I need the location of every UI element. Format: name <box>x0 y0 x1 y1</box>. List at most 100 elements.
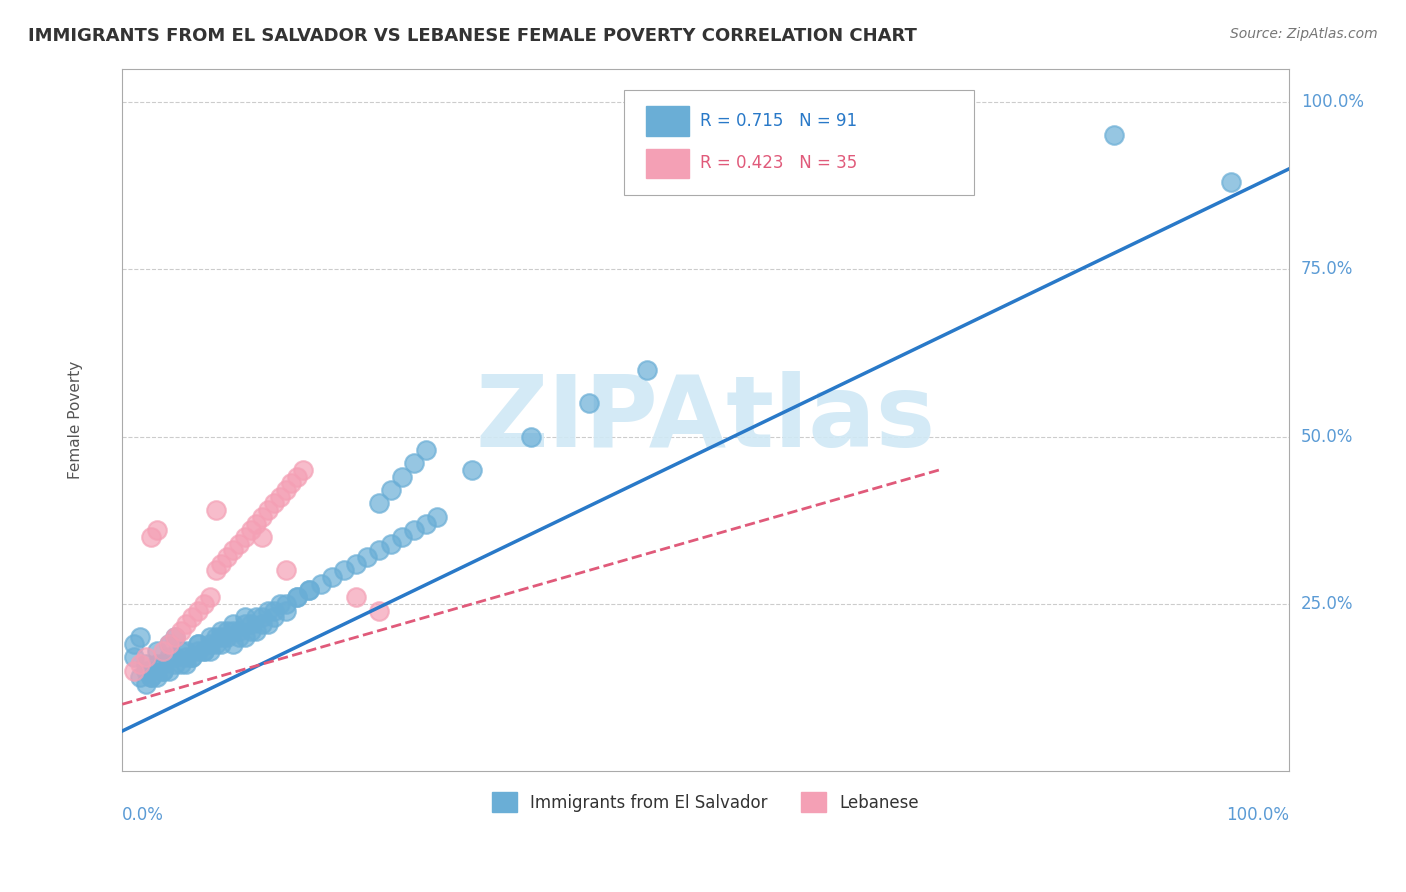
Point <box>141 670 163 684</box>
Point <box>181 650 204 665</box>
Point <box>228 630 250 644</box>
Point <box>198 643 221 657</box>
Point <box>239 624 262 638</box>
Point <box>141 530 163 544</box>
Point <box>245 624 267 638</box>
Point <box>368 543 391 558</box>
Point <box>217 624 239 638</box>
Point <box>274 563 297 577</box>
Point <box>181 650 204 665</box>
Point <box>222 616 245 631</box>
Point <box>252 509 274 524</box>
Point <box>233 610 256 624</box>
Point <box>380 536 402 550</box>
Point <box>252 610 274 624</box>
Point <box>193 643 215 657</box>
Point <box>152 664 174 678</box>
Point <box>233 616 256 631</box>
Point <box>280 476 302 491</box>
Point <box>222 624 245 638</box>
Point <box>146 643 169 657</box>
Point <box>402 456 425 470</box>
Point <box>239 523 262 537</box>
Point <box>122 664 145 678</box>
Point <box>157 664 180 678</box>
Point <box>176 650 198 665</box>
Point <box>187 637 209 651</box>
Point <box>211 624 233 638</box>
Point <box>163 630 186 644</box>
Point <box>193 597 215 611</box>
Point <box>204 637 226 651</box>
Point <box>181 610 204 624</box>
Point <box>222 543 245 558</box>
Text: 25.0%: 25.0% <box>1301 595 1353 613</box>
Point <box>228 536 250 550</box>
Point <box>198 590 221 604</box>
Point <box>426 509 449 524</box>
Point <box>380 483 402 497</box>
Point <box>274 597 297 611</box>
Point <box>285 590 308 604</box>
Point <box>285 590 308 604</box>
FancyBboxPatch shape <box>647 106 689 136</box>
Point <box>636 362 658 376</box>
Point <box>128 670 150 684</box>
Point <box>176 643 198 657</box>
Point <box>187 603 209 617</box>
Point <box>211 630 233 644</box>
Point <box>298 583 321 598</box>
Point <box>128 657 150 671</box>
Point <box>263 603 285 617</box>
Text: 0.0%: 0.0% <box>122 806 165 824</box>
Point <box>356 549 378 564</box>
Text: IMMIGRANTS FROM EL SALVADOR VS LEBANESE FEMALE POVERTY CORRELATION CHART: IMMIGRANTS FROM EL SALVADOR VS LEBANESE … <box>28 27 917 45</box>
Point <box>257 616 280 631</box>
Point <box>141 670 163 684</box>
Point <box>245 610 267 624</box>
Text: Female Poverty: Female Poverty <box>67 360 83 479</box>
Point <box>391 530 413 544</box>
Point <box>233 630 256 644</box>
Point <box>1102 128 1125 143</box>
Point <box>135 664 157 678</box>
Point <box>257 603 280 617</box>
Point <box>344 590 367 604</box>
Point <box>263 496 285 510</box>
Point <box>187 643 209 657</box>
Point <box>274 483 297 497</box>
Point <box>252 616 274 631</box>
Point <box>176 657 198 671</box>
Point <box>135 677 157 691</box>
Point <box>368 603 391 617</box>
Point <box>263 610 285 624</box>
Point <box>141 664 163 678</box>
Point <box>169 624 191 638</box>
Point <box>217 549 239 564</box>
Point <box>163 657 186 671</box>
Point <box>169 643 191 657</box>
Point <box>122 650 145 665</box>
Point <box>368 496 391 510</box>
Point <box>193 643 215 657</box>
Text: 50.0%: 50.0% <box>1301 427 1353 446</box>
Point <box>198 637 221 651</box>
Point <box>122 637 145 651</box>
Point <box>157 637 180 651</box>
Point <box>211 557 233 571</box>
Point <box>146 657 169 671</box>
Point <box>152 657 174 671</box>
Point <box>239 616 262 631</box>
Text: 100.0%: 100.0% <box>1226 806 1289 824</box>
Point <box>198 630 221 644</box>
Point <box>204 630 226 644</box>
FancyBboxPatch shape <box>647 149 689 178</box>
Point <box>128 630 150 644</box>
Point <box>252 530 274 544</box>
Point <box>233 530 256 544</box>
Point <box>245 516 267 531</box>
Point <box>578 396 600 410</box>
Point <box>163 630 186 644</box>
Point <box>157 650 180 665</box>
Point <box>228 624 250 638</box>
